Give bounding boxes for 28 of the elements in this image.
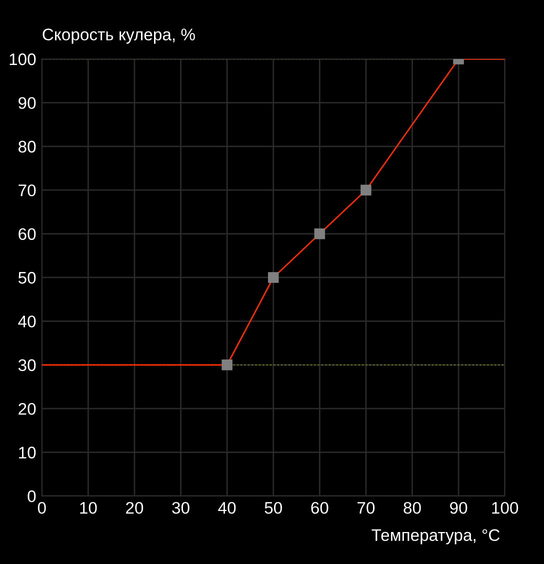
y-tick-label: 80 — [18, 140, 36, 153]
y-tick-label: 40 — [18, 316, 36, 328]
x-tick-label: 80 — [404, 502, 421, 514]
point — [268, 272, 279, 283]
y-tick-label: 20 — [18, 402, 36, 415]
y-tick-label: 90 — [18, 97, 36, 109]
x-tick-label: 90 — [450, 502, 468, 514]
x-tick-label: 50 — [264, 502, 282, 514]
x-tick-label: 0 — [38, 502, 46, 514]
y-tick-label: 60 — [18, 228, 36, 240]
x-axis-title: Температура, °C — [372, 529, 500, 544]
x-tick-label: 100 — [492, 502, 518, 514]
y-tick-label: 50 — [18, 272, 36, 284]
y-tick-label: 100 — [10, 53, 36, 66]
x-tick-label: 40 — [218, 502, 236, 514]
point — [222, 360, 232, 370]
y-axis-title: Скорость кулера, % — [42, 28, 195, 44]
x-tick-label: 70 — [358, 502, 375, 514]
x-tick-label: 10 — [80, 502, 97, 514]
x-tick-label: 20 — [126, 502, 144, 514]
y-tick-label: 10 — [19, 446, 36, 458]
y-tick-label: 0 — [28, 490, 36, 502]
point — [360, 184, 372, 196]
x-tick-label: 30 — [172, 502, 190, 514]
point — [314, 228, 326, 240]
y-tick-label: 30 — [18, 359, 36, 372]
x-tick-label: 60 — [311, 502, 328, 514]
y-tick-label: 70 — [18, 184, 36, 196]
